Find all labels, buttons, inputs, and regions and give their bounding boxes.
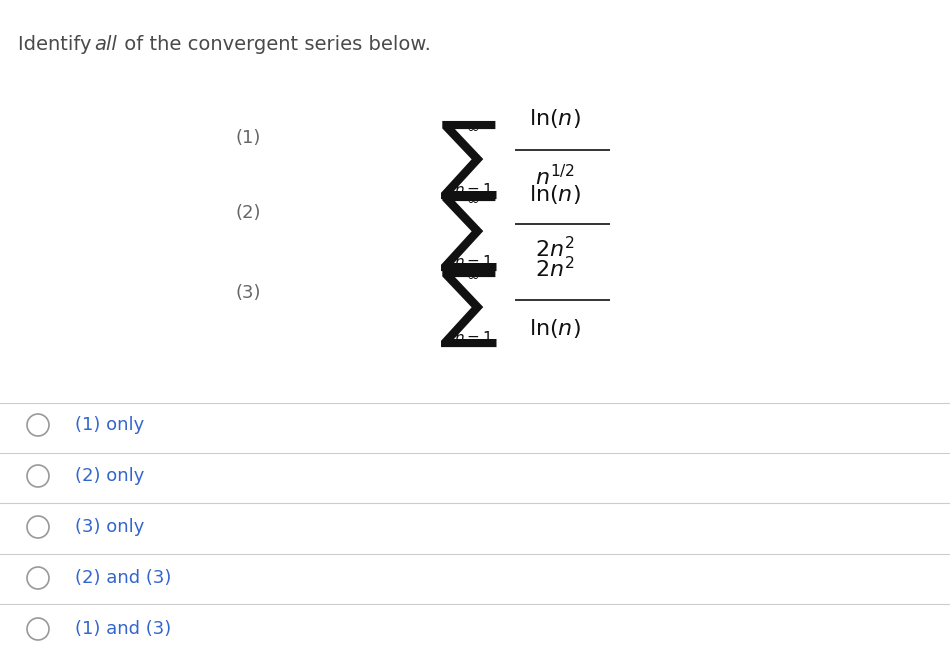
Text: (1) only: (1) only <box>75 416 144 434</box>
Text: (2) and (3): (2) and (3) <box>75 569 171 587</box>
Text: of the convergent series below.: of the convergent series below. <box>118 35 431 54</box>
Text: $n^{1/2}$: $n^{1/2}$ <box>535 165 575 190</box>
Text: (1): (1) <box>236 129 260 147</box>
Text: all: all <box>94 35 117 54</box>
Text: (2): (2) <box>236 204 260 222</box>
Text: (2) only: (2) only <box>75 467 144 485</box>
Text: $\infty$: $\infty$ <box>466 269 480 283</box>
Text: Identify: Identify <box>18 35 98 54</box>
Text: $\infty$: $\infty$ <box>466 193 480 207</box>
Text: $\ln(n)$: $\ln(n)$ <box>529 107 580 129</box>
Text: $\sum$: $\sum$ <box>439 191 497 273</box>
Text: $n{=}1$: $n{=}1$ <box>454 182 492 198</box>
Text: $n{=}1$: $n{=}1$ <box>454 254 492 270</box>
Text: $\sum$: $\sum$ <box>439 267 497 349</box>
Text: $\ln(n)$: $\ln(n)$ <box>529 184 580 206</box>
Text: $\infty$: $\infty$ <box>466 121 480 135</box>
Text: $2n^2$: $2n^2$ <box>535 257 575 282</box>
Text: $n{=}1$: $n{=}1$ <box>454 330 492 346</box>
Text: $\ln(n)$: $\ln(n)$ <box>529 316 580 339</box>
Text: (1) and (3): (1) and (3) <box>75 620 171 638</box>
Text: $2n^2$: $2n^2$ <box>535 237 575 263</box>
Text: $\sum$: $\sum$ <box>439 119 497 201</box>
Text: (3) only: (3) only <box>75 518 144 536</box>
Text: (3): (3) <box>236 284 260 302</box>
